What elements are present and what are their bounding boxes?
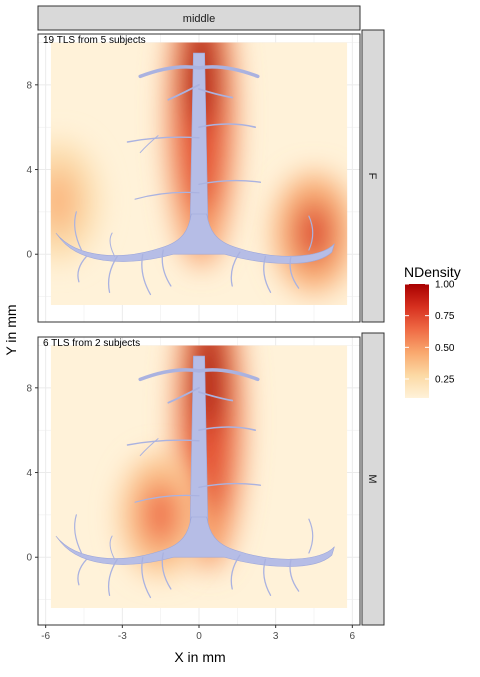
vessel-branch <box>134 494 200 503</box>
x-axis-title: X in mm <box>174 649 225 665</box>
panel-border <box>37 33 361 323</box>
vessel-branch <box>138 368 201 382</box>
vessel-branch <box>198 426 257 431</box>
vessel-branch <box>289 558 300 592</box>
vessel-branch <box>139 438 159 457</box>
vessel-overlay <box>55 52 335 296</box>
legend-tick-label: 1.00 <box>435 280 455 291</box>
vessel-branch <box>263 558 272 597</box>
density-peak <box>274 173 348 294</box>
row-strip-label: F <box>366 173 378 180</box>
legend-title: NDensity <box>404 264 461 280</box>
vessel-trunk <box>189 52 209 225</box>
panel-annotation: 6 TLS from 2 subjects <box>43 338 140 349</box>
legend-tick-label: 0.75 <box>435 311 455 322</box>
vessel-branch <box>197 368 260 382</box>
vessel-branch <box>126 136 200 143</box>
vessel-branch <box>167 386 200 404</box>
vessel-branch <box>230 251 241 287</box>
vessel-branch <box>77 558 88 586</box>
vessel-branch <box>74 211 83 251</box>
y-tick-label: 8 <box>26 80 32 91</box>
density-peak <box>50 141 99 262</box>
vessel-branch <box>230 554 241 590</box>
y-axis: 0 4 8 <box>26 80 38 261</box>
vessel-branch <box>141 556 152 599</box>
vessel-branch <box>77 255 88 283</box>
vessel-overlay <box>55 355 335 599</box>
legend: NDensity 0.25 0.50 0.75 1.00 <box>404 264 461 398</box>
vessel-branch <box>198 391 234 402</box>
vessel-branch <box>109 535 116 560</box>
vessel-branch <box>141 253 152 296</box>
y-tick-label: 8 <box>26 383 32 394</box>
vessel-branch <box>197 65 260 79</box>
x-tick-label: -6 <box>41 631 50 642</box>
y-axis-title: Y in mm <box>3 304 19 355</box>
x-tick-label: 3 <box>273 631 279 642</box>
vessel-branch <box>198 179 262 186</box>
row-strip <box>361 29 385 323</box>
vessel-branch <box>139 135 159 154</box>
panel-f: 19 TLS from 5 subjects F 0 4 8 <box>26 29 385 323</box>
legend-tick-label: 0.50 <box>435 343 455 354</box>
x-tick-label: -3 <box>118 631 127 642</box>
vessel-branch <box>138 65 201 79</box>
legend-tick-label: 0.25 <box>435 375 455 386</box>
vessel-branch <box>109 232 116 257</box>
y-axis: 0 4 8 <box>26 383 38 564</box>
panel-annotation: 19 TLS from 5 subjects <box>43 35 146 46</box>
column-strip-label: middle <box>183 13 215 25</box>
vessel-branch <box>198 482 262 489</box>
vessel-branch <box>107 558 118 597</box>
vessel-trunk <box>189 355 209 528</box>
y-tick-label: 0 <box>26 553 32 564</box>
vessel-branch <box>198 88 234 99</box>
vessel-branch <box>134 191 200 200</box>
legend-colorbar <box>405 284 429 398</box>
y-tick-label: 0 <box>26 250 32 261</box>
vessel-branch <box>161 552 172 590</box>
vessel-branch <box>126 439 200 446</box>
x-axis: -6 -3 0 3 6 <box>41 625 356 642</box>
column-strip <box>37 5 361 31</box>
vessel-branch <box>289 255 300 289</box>
y-tick-label: 4 <box>26 165 32 176</box>
x-tick-label: 6 <box>350 631 356 642</box>
vessel-branch <box>198 123 257 128</box>
row-strip-label: M <box>366 474 378 483</box>
vessel-branch <box>308 215 314 251</box>
vessel-branch <box>308 518 314 554</box>
x-tick-label: 0 <box>196 631 202 642</box>
y-tick-label: 4 <box>26 468 32 479</box>
vessel-branch <box>167 83 200 101</box>
vessel-branch <box>161 249 172 287</box>
row-strip <box>361 332 385 626</box>
vessel-branch <box>74 514 83 554</box>
vessel-branch <box>107 255 118 294</box>
vessel-branch <box>263 255 272 294</box>
panel-m: 6 TLS from 2 subjects M 0 4 8 <box>26 332 385 626</box>
